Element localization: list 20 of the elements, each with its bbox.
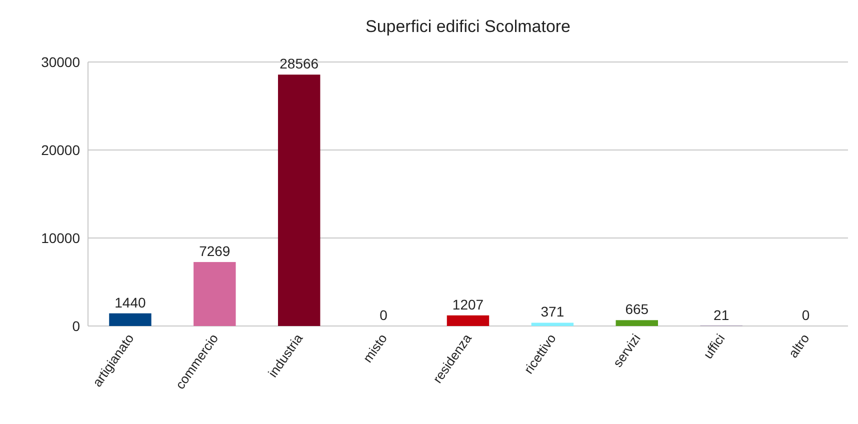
chart-title: Superfici edifici Scolmatore [365,17,571,36]
bar [194,262,236,326]
data-label: 7269 [199,243,230,260]
data-label: 0 [802,307,810,323]
data-label: 665 [625,301,649,318]
data-label: 28566 [280,56,319,72]
data-label: 1440 [114,294,146,310]
data-label: 0 [380,307,388,323]
y-tick-label: 10000 [41,230,80,246]
y-tick-label: 0 [72,318,80,334]
data-label: 1207 [452,296,484,312]
bar [531,322,574,326]
data-label: 21 [714,306,730,323]
data-label: 371 [540,304,564,320]
bar [446,315,490,326]
bar [278,74,320,326]
bar [109,313,152,326]
y-tick-label: 30000 [41,54,80,70]
bar [616,320,658,326]
y-tick-label: 20000 [41,142,80,158]
